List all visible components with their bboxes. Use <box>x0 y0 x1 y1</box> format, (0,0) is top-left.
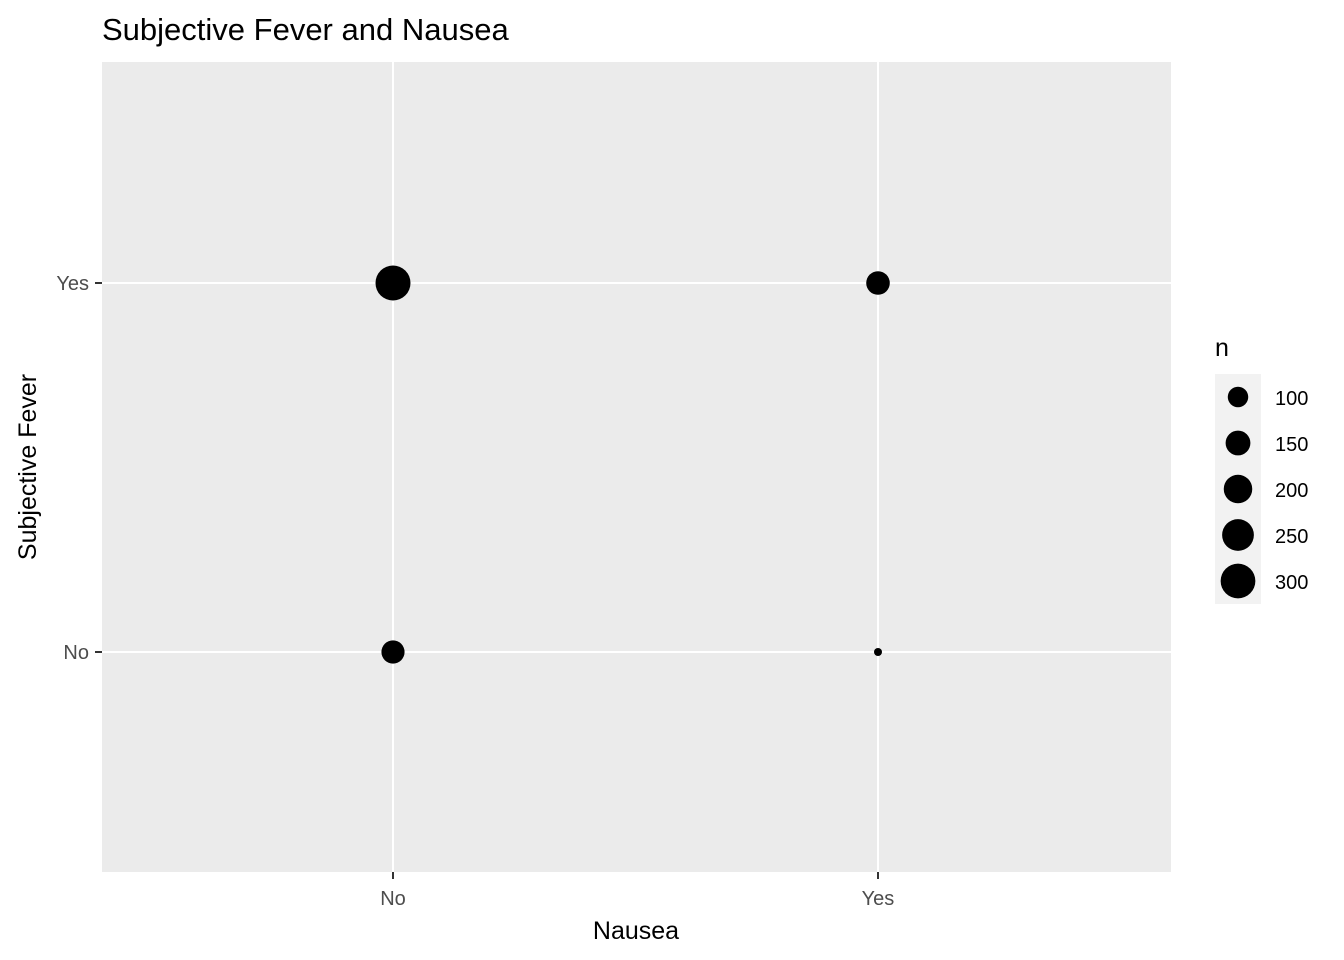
data-point-yes-yes <box>866 271 890 295</box>
legend-title: n <box>1215 334 1229 362</box>
x-tick-label-yes: Yes <box>862 888 895 910</box>
y-tick-label-no: No <box>63 642 89 664</box>
x-axis-title: Nausea <box>593 917 679 945</box>
legend-key-100 <box>1227 386 1249 408</box>
legend-key-250 <box>1222 519 1254 551</box>
chart-title: Subjective Fever and Nausea <box>102 12 509 47</box>
data-point-no-no <box>381 640 405 664</box>
legend-label-150: 150 <box>1275 434 1308 456</box>
data-points <box>375 265 890 664</box>
y-axis-ticks: No Yes <box>56 273 102 664</box>
data-point-no-yes <box>375 265 411 301</box>
legend-label-250: 250 <box>1275 526 1308 548</box>
legend-key-150 <box>1225 430 1251 456</box>
legend-key-200 <box>1223 474 1253 504</box>
legend-items: 100 150 200 250 300 <box>1220 386 1308 599</box>
legend-label-100: 100 <box>1275 388 1308 410</box>
plot-panel <box>102 62 1171 872</box>
legend-key-300 <box>1220 563 1256 599</box>
x-tick-label-no: No <box>380 888 406 910</box>
x-axis-ticks: No Yes <box>380 872 894 910</box>
legend-label-200: 200 <box>1275 480 1308 502</box>
legend-label-300: 300 <box>1275 572 1308 594</box>
gridlines <box>102 62 1171 872</box>
size-legend: n 100 150 200 250 300 <box>1215 334 1308 604</box>
y-tick-label-yes: Yes <box>56 273 89 295</box>
data-point-yes-no <box>874 648 882 656</box>
y-axis-title: Subjective Fever <box>14 374 42 560</box>
